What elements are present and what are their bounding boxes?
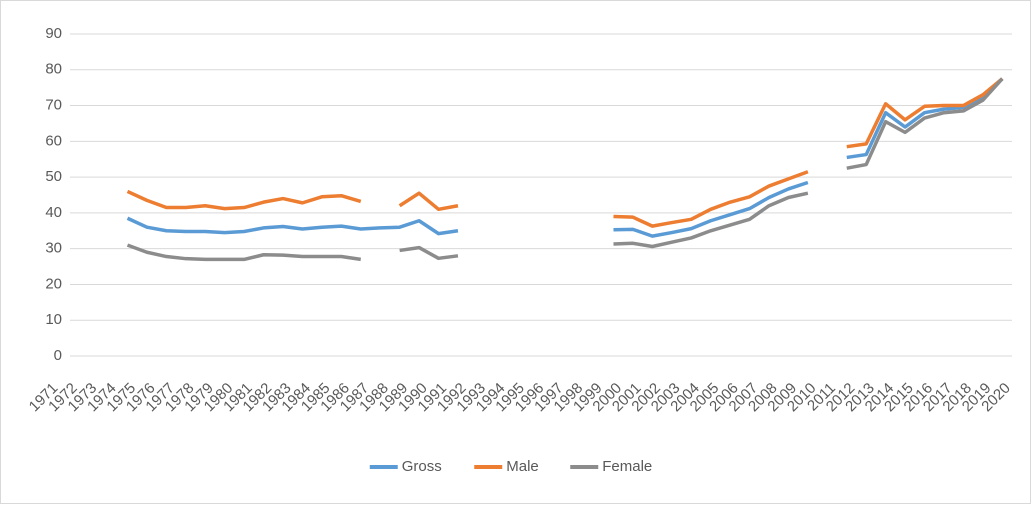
y-tick-label: 60 <box>45 132 62 149</box>
y-tick-label: 90 <box>45 25 62 42</box>
y-tick-label: 30 <box>45 240 62 257</box>
y-tick-label: 40 <box>45 204 62 221</box>
legend-label: Gross <box>402 458 442 475</box>
y-tick-label: 70 <box>45 97 62 114</box>
y-tick-label: 80 <box>45 61 62 78</box>
legend-label: Male <box>506 458 539 475</box>
y-tick-label: 0 <box>54 347 62 364</box>
legend-label: Female <box>602 458 652 475</box>
chart: 0102030405060708090197119721973197419751… <box>0 0 1031 504</box>
chart-border <box>1 1 1031 504</box>
y-tick-label: 50 <box>45 168 62 185</box>
y-tick-label: 10 <box>45 311 62 328</box>
y-tick-label: 20 <box>45 275 62 292</box>
